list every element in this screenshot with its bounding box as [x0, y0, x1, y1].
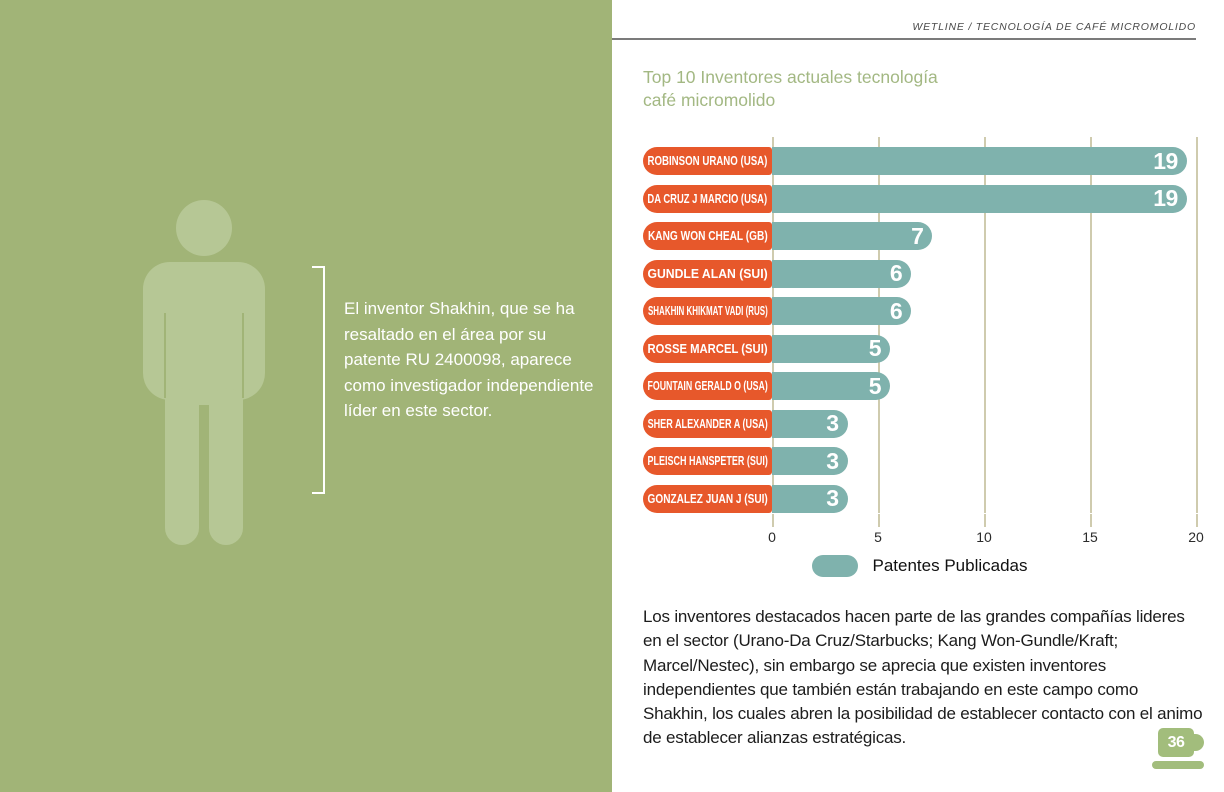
category-label: DA CRUZ J MARCIO (USA): [647, 191, 768, 206]
bar-rows: ROBINSON URANO (USA) 19 DA CRUZ J MARCIO…: [643, 147, 1196, 513]
bar: 7: [772, 222, 933, 250]
axis-tick-label: 5: [874, 529, 882, 545]
bar: 19: [772, 147, 1187, 175]
breadcrumb: WETLINE / TECNOLOGÍA DE CAFÉ MICROMOLIDO: [912, 21, 1196, 33]
category-label-pill: ROBINSON URANO (USA): [643, 147, 772, 175]
axis-tick: [984, 514, 986, 527]
gridline: [1196, 137, 1198, 513]
axis-tick: [772, 514, 774, 527]
gridline: [878, 137, 880, 513]
bar-chart: 0 5 10 15 20 ROBINSON URANO (USA) 19 DA CRUZ…: [643, 137, 1204, 557]
category-label: FOUNTAIN GERALD O (USA): [647, 379, 768, 393]
axis-tick: [1090, 514, 1092, 527]
axis-tick-label: 20: [1188, 529, 1204, 545]
bar: 6: [772, 259, 912, 288]
category-label: GUNDLE ALAN (SUI): [647, 266, 768, 281]
bar-value-label: 6: [889, 260, 903, 286]
category-label: PLEISCH HANSPETER (SUI): [647, 454, 768, 468]
cup-body: 36: [1158, 728, 1194, 757]
bar-row: FOUNTAIN GERALD O (USA) 5: [643, 372, 1196, 400]
category-label-pill: SHAKHIN KHIKMAT VADI (RUS): [643, 297, 772, 325]
bar: 6: [772, 297, 912, 325]
bar: 3: [772, 447, 848, 475]
category-label-pill: SHER ALEXANDER A (USA): [643, 409, 772, 438]
bar: 3: [772, 484, 848, 513]
bar-row: SHAKHIN KHIKMAT VADI (RUS) 6: [643, 297, 1196, 325]
bar-value-label: 3: [826, 410, 839, 436]
bar-value-label: 5: [868, 372, 882, 399]
bar-value-label: 19: [1153, 147, 1178, 174]
legend-swatch-icon: [811, 555, 858, 577]
cup-saucer: [1152, 761, 1204, 769]
bar-value-label: 7: [911, 222, 924, 249]
bar-row: SHER ALEXANDER A (USA) 3: [643, 409, 1196, 438]
chart-legend: Patentes Publicadas: [643, 555, 1196, 577]
category-label-pill: DA CRUZ J MARCIO (USA): [643, 184, 772, 213]
category-label-pill: PLEISCH HANSPETER (SUI): [643, 447, 772, 475]
plot-grid: 0 5 10 15 20: [768, 137, 1204, 545]
header-rule: [612, 38, 1196, 40]
category-label-pill: ROSSE MARCEL (SUI): [643, 334, 772, 363]
category-label: GONZALEZ JUAN J (SUI): [647, 491, 768, 506]
bar-value-label: 5: [868, 335, 882, 361]
axis-tick-label: 10: [976, 529, 992, 545]
callout-text: El inventor Shakhin, que se ha resaltado…: [344, 299, 594, 420]
category-label-pill: GUNDLE ALAN (SUI): [643, 259, 772, 288]
category-label-pill: GONZALEZ JUAN J (SUI): [643, 484, 772, 513]
category-label: SHER ALEXANDER A (USA): [647, 416, 768, 431]
axis-tick: [878, 514, 880, 527]
bar-row: GUNDLE ALAN (SUI) 6: [643, 259, 1196, 288]
chart-title: Top 10 Inventores actuales tecnología ca…: [643, 67, 938, 110]
bar-value-label: 6: [889, 297, 903, 324]
cup-handle: [1194, 734, 1204, 751]
body-paragraph: Los inventores destacados hacen parte de…: [643, 607, 1203, 748]
category-label: ROBINSON URANO (USA): [647, 154, 768, 168]
bar: 3: [772, 409, 848, 438]
bar-row: KANG WON CHEAL (GB) 7: [643, 222, 1196, 250]
gridline: [984, 137, 986, 513]
bar-row: PLEISCH HANSPETER (SUI) 3: [643, 447, 1196, 475]
axis-tick-label: 15: [1082, 529, 1098, 545]
bar-value-label: 19: [1153, 185, 1178, 211]
axis-tick-label: 0: [768, 529, 776, 545]
page-number: 36: [1167, 733, 1185, 751]
axis-tick: [1196, 514, 1198, 527]
category-label: KANG WON CHEAL (GB): [647, 229, 768, 243]
callout-bracket: [312, 266, 325, 494]
category-label: SHAKHIN KHIKMAT VADI (RUS): [647, 304, 768, 318]
legend-label: Patentes Publicadas: [872, 556, 1028, 575]
bar-value-label: 3: [826, 485, 839, 511]
bar: 19: [772, 184, 1187, 213]
bar-value-label: 3: [826, 447, 839, 474]
left-panel: El inventor Shakhin, que se ha resaltado…: [0, 0, 612, 792]
category-label: ROSSE MARCEL (SUI): [647, 341, 768, 356]
category-label-pill: KANG WON CHEAL (GB): [643, 222, 772, 250]
bar-row: ROBINSON URANO (USA) 19: [643, 147, 1196, 175]
coffee-cup-icon: 36: [1152, 728, 1204, 771]
bar-row: GONZALEZ JUAN J (SUI) 3: [643, 484, 1196, 513]
gridline: [1090, 137, 1092, 513]
gridline: [772, 137, 774, 513]
category-label-pill: FOUNTAIN GERALD O (USA): [643, 372, 772, 400]
bar: 5: [772, 334, 890, 363]
bar-row: DA CRUZ J MARCIO (USA) 19: [643, 184, 1196, 213]
person-silhouette-icon: [143, 200, 265, 545]
bar-row: ROSSE MARCEL (SUI) 5: [643, 334, 1196, 363]
bar: 5: [772, 372, 890, 400]
